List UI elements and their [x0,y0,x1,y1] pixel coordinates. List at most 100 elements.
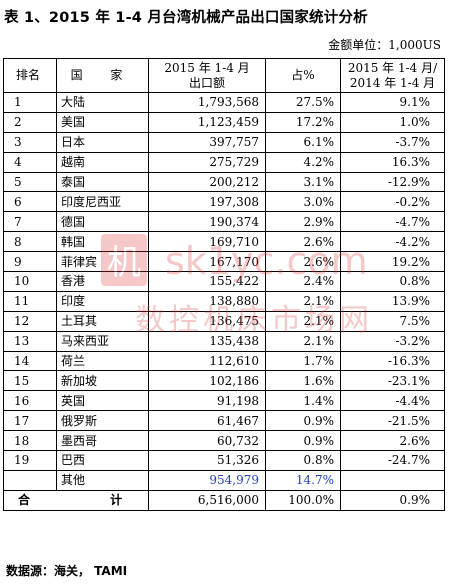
amount-cell: 112,610 [148,350,266,372]
other-growth-cell [340,469,445,491]
share-cell: 2.4% [265,271,341,292]
rank-cell: 13 [3,330,57,352]
growth-cell: 2.6% [340,430,445,452]
rank-cell: 1 [3,92,57,113]
table-row: 1 大陆 1,793,568 27.5% 9.1% [3,92,445,113]
share-cell: 2.6% [265,231,341,253]
table-row: 3 日本 397,757 6.1% -3.7% [3,131,445,153]
total-label-cell: 合 计 [3,489,149,511]
share-cell: 17.2% [265,111,341,133]
header-amount: 2015 年 1-4 月 出口额 [148,58,266,93]
table-row: 14 荷兰 112,610 1.7% -16.3% [3,350,445,372]
growth-cell: -4.2% [340,231,445,253]
rank-cell: 16 [3,390,57,412]
amount-cell: 60,732 [148,430,266,452]
share-cell: 4.2% [265,151,341,173]
other-country-cell: 其他 [56,469,149,491]
growth-cell: -4.4% [340,390,445,412]
amount-cell: 136,475 [148,310,266,332]
amount-cell: 200,212 [148,171,266,193]
amount-cell: 1,123,459 [148,111,266,133]
rank-cell: 2 [3,111,57,133]
table-row: 12 土耳其 136,475 2.1% 7.5% [3,310,445,332]
growth-cell: 1.0% [340,111,445,133]
header-country: 国 家 [56,58,149,93]
growth-cell: -21.5% [340,410,445,432]
growth-cell: 0.8% [340,271,445,292]
country-cell: 俄罗斯 [56,410,149,432]
share-cell: 0.9% [265,430,341,452]
table-row: 13 马来西亚 135,438 2.1% -3.2% [3,330,445,352]
share-cell: 0.8% [265,450,341,471]
unit-label: 金额单位：1,000US [328,38,441,52]
header-amount-line2: 出口额 [188,75,225,90]
share-cell: 2.6% [265,251,341,273]
amount-cell: 91,198 [148,390,266,412]
growth-cell: -23.1% [340,370,445,392]
table-title: 表 1、2015 年 1-4 月台湾机械产品出口国家统计分析 [4,10,368,26]
rank-cell: 5 [3,171,57,193]
growth-cell: -3.7% [340,131,445,153]
share-cell: 1.4% [265,390,341,412]
amount-cell: 1,793,568 [148,92,266,113]
country-cell: 新加坡 [56,370,149,392]
table-header-row: 排名 国 家 2015 年 1-4 月 出口额 占% 2015 年 1-4 月/… [3,58,445,93]
amount-cell: 169,710 [148,231,266,253]
rank-cell: 9 [3,251,57,273]
header-growth: 2015 年 1-4 月/ 2014 年 1-4 月 [340,58,445,93]
share-cell: 2.1% [265,330,341,352]
amount-cell: 190,374 [148,211,266,233]
amount-cell: 138,880 [148,290,266,312]
country-cell: 大陆 [56,92,149,113]
amount-cell: 167,170 [148,251,266,273]
share-cell: 27.5% [265,92,341,113]
country-cell: 英国 [56,390,149,412]
total-share-cell: 100.0% [265,489,341,511]
share-cell: 1.6% [265,370,341,392]
rank-cell: 15 [3,370,57,392]
share-cell: 0.9% [265,410,341,432]
share-cell: 3.0% [265,191,341,213]
share-cell: 2.1% [265,310,341,332]
rank-cell: 18 [3,430,57,452]
table-row: 11 印度 138,880 2.1% 13.9% [3,290,445,312]
data-source-note: 数据源：海关， TAMI [6,564,128,578]
growth-cell: 13.9% [340,290,445,312]
amount-cell: 397,757 [148,131,266,153]
growth-cell: 7.5% [340,310,445,332]
header-growth-line2: 2014 年 1-4 月 [349,75,436,90]
rank-cell: 12 [3,310,57,332]
table-row: 9 菲律宾 167,170 2.6% 19.2% [3,251,445,273]
amount-cell: 51,326 [148,450,266,471]
header-amount-line1: 2015 年 1-4 月 [164,60,250,75]
growth-cell: -16.3% [340,350,445,372]
header-share: 占% [265,58,341,93]
table-row: 17 俄罗斯 61,467 0.9% -21.5% [3,410,445,432]
share-cell: 6.1% [265,131,341,153]
share-cell: 2.9% [265,211,341,233]
country-cell: 泰国 [56,171,149,193]
country-cell: 巴西 [56,450,149,471]
rank-cell: 4 [3,151,57,173]
header-rank: 排名 [3,58,57,93]
total-growth-cell: 0.9% [340,489,445,511]
rank-cell: 3 [3,131,57,153]
country-cell: 荷兰 [56,350,149,372]
growth-cell: 9.1% [340,92,445,113]
other-amount-cell: 954,979 [148,469,266,491]
amount-cell: 102,186 [148,370,266,392]
country-cell: 德国 [56,211,149,233]
growth-cell: -12.9% [340,171,445,193]
country-cell: 美国 [56,111,149,133]
growth-cell: -24.7% [340,450,445,471]
rank-cell: 11 [3,290,57,312]
rank-cell: 7 [3,211,57,233]
country-cell: 日本 [56,131,149,153]
country-cell: 菲律宾 [56,251,149,273]
share-cell: 2.1% [265,290,341,312]
share-cell: 1.7% [265,350,341,372]
country-cell: 土耳其 [56,310,149,332]
growth-cell: -4.7% [340,211,445,233]
total-amount-cell: 6,516,000 [148,489,266,511]
amount-cell: 61,467 [148,410,266,432]
